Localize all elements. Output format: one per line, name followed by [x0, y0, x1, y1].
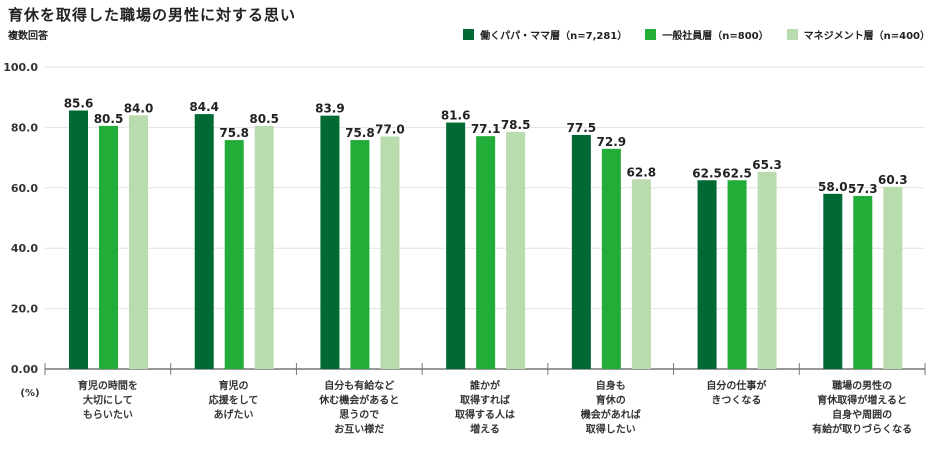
category-label: 増える — [470, 423, 500, 436]
bar — [194, 114, 214, 369]
category-label: 職場の男性の — [832, 379, 892, 392]
category-label: 大切にして — [83, 394, 133, 407]
chart-title: 育休を取得した職場の男性に対する思い — [8, 6, 297, 24]
data-label: 84.4 — [189, 100, 219, 114]
legend-item: 一般社員層（n=800） — [645, 27, 769, 42]
category-label: 育休の — [596, 394, 626, 407]
data-label: 60.3 — [878, 173, 908, 187]
data-label: 62.8 — [627, 165, 657, 179]
bar — [380, 136, 400, 369]
category-label: あげたい — [214, 408, 254, 421]
category-label: 取得すれば — [460, 394, 510, 407]
bar — [224, 140, 244, 369]
data-label: 65.3 — [752, 158, 782, 172]
bar — [506, 131, 526, 369]
bar — [601, 148, 621, 369]
category-label: もらいたい — [83, 409, 133, 421]
legend: 働くパパ・ママ層（n=7,281） 一般社員層（n=800） マネジメント層（n… — [463, 27, 930, 42]
category-label: 育児の — [219, 379, 249, 392]
category-label: 自身や周囲の — [832, 408, 892, 421]
bar — [823, 193, 843, 369]
legend-label: マネジメント層（n=400） — [803, 31, 930, 42]
category-label: 自分も有給など — [324, 379, 394, 392]
bar — [571, 134, 591, 369]
data-label: 80.5 — [94, 112, 124, 126]
category-label: 取得する人は — [455, 408, 515, 421]
data-label: 84.0 — [124, 101, 154, 115]
data-label: 75.8 — [219, 126, 249, 140]
y-tick-label: 100.0 — [3, 61, 38, 74]
bar — [476, 136, 496, 369]
bar — [697, 180, 717, 369]
data-label: 77.0 — [375, 122, 405, 136]
category-label: 誰かが — [470, 379, 501, 392]
bar — [99, 125, 118, 369]
data-label: 85.6 — [64, 96, 94, 110]
bar — [853, 195, 873, 369]
data-label: 72.9 — [597, 135, 627, 149]
legend-item: 働くパパ・ママ層（n=7,281） — [463, 27, 627, 42]
y-tick-label: 80.0 — [11, 121, 38, 134]
data-label: 77.1 — [471, 122, 501, 136]
legend-label: 一般社員層（n=800） — [662, 31, 769, 42]
bar — [883, 186, 903, 369]
bar — [631, 179, 651, 369]
category-label: 自分の仕事が — [706, 379, 767, 392]
data-label: 62.5 — [722, 166, 752, 180]
bar — [129, 115, 148, 369]
bar — [320, 115, 340, 369]
legend-swatch — [463, 29, 475, 40]
category-label: 応援をして — [209, 394, 259, 407]
data-label: 83.9 — [315, 102, 345, 116]
category-label: 休む機会があると — [318, 394, 399, 407]
data-label: 75.8 — [345, 126, 375, 140]
legend-label: 働くパパ・ママ層（n=7,281） — [480, 31, 628, 42]
y-tick-label: 60.0 — [11, 182, 38, 195]
y-axis-label: (%) — [20, 388, 39, 399]
legend-swatch — [786, 29, 798, 40]
bar — [757, 171, 777, 369]
data-label: 62.5 — [692, 166, 722, 180]
data-label: 80.5 — [249, 112, 279, 126]
legend-swatch — [645, 29, 657, 40]
bar — [350, 140, 370, 369]
category-label: 取得したい — [586, 423, 636, 436]
category-label: お互い様だ — [334, 423, 384, 436]
category-label: きつくなる — [711, 395, 761, 407]
category-label: 育児の時間を — [78, 379, 138, 392]
data-label: 58.0 — [818, 180, 848, 194]
category-label: 有給が取りづらくなる — [812, 423, 912, 436]
data-label: 57.3 — [848, 182, 878, 196]
category-label: 自身も — [596, 379, 626, 392]
chart-subtitle: 複数回答 — [8, 31, 48, 42]
bar — [727, 180, 747, 369]
category-label: 思うので — [339, 409, 379, 421]
y-tick-label: 0.00 — [11, 363, 38, 376]
data-label: 78.5 — [501, 118, 531, 132]
bar — [446, 122, 466, 370]
bar — [69, 110, 88, 369]
y-tick-label: 40.0 — [11, 242, 38, 255]
category-label: 機会があれば — [581, 408, 641, 421]
y-tick-label: 20.0 — [11, 303, 38, 316]
data-label: 77.5 — [567, 121, 597, 135]
legend-item: マネジメント層（n=400） — [786, 27, 930, 42]
category-label: 育休取得が増えると — [817, 394, 907, 407]
bar — [254, 125, 274, 369]
data-label: 81.6 — [441, 109, 471, 123]
